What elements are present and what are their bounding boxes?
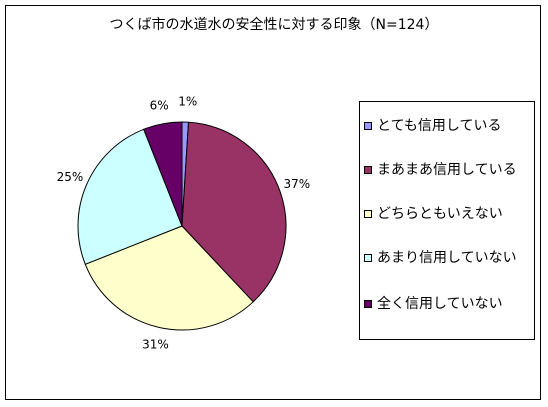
- slice-percent-label: 31%: [142, 338, 169, 352]
- legend-swatch: [364, 122, 372, 130]
- slice-percent-label: 1%: [178, 95, 197, 109]
- legend-label: とても信用している: [377, 118, 502, 134]
- legend-item: まあまあ信用している: [364, 160, 532, 181]
- legend-label: 全く信用していない: [377, 296, 503, 312]
- legend: とても信用している まあまあ信用している どちらともいえない あまり信用していな…: [359, 101, 535, 340]
- legend-swatch: [364, 210, 372, 218]
- pie-slice: [181, 121, 287, 303]
- legend-item: どちらともいえない: [364, 204, 532, 225]
- slice-percent-label: 25%: [57, 170, 84, 184]
- chart-title: つくば市の水道水の安全性に対する印象（N=124）: [109, 17, 439, 33]
- pie-slice: [84, 225, 254, 331]
- legend-item: あまり信用していない: [364, 248, 532, 269]
- legend-label: あまり信用していない: [377, 250, 517, 266]
- legend-swatch: [364, 166, 372, 174]
- legend-swatch: [364, 254, 372, 262]
- pie-slice: [77, 128, 183, 265]
- pie-slice: [143, 121, 183, 227]
- legend-swatch: [364, 300, 372, 308]
- legend-item: とても信用している: [364, 116, 532, 137]
- legend-item: 全く信用していない: [364, 294, 532, 315]
- legend-label: どちらともいえない: [377, 206, 503, 222]
- legend-label: まあまあ信用している: [377, 162, 517, 178]
- slice-percent-label: 6%: [150, 99, 169, 113]
- slice-percent-label: 37%: [283, 177, 310, 191]
